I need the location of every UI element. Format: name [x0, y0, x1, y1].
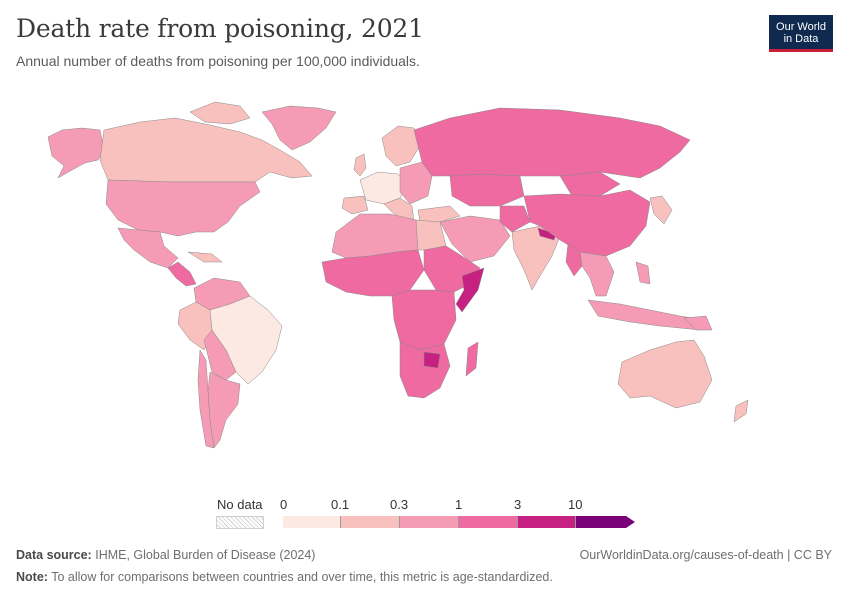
region-somalia[interactable]: [455, 267, 485, 313]
region-papua[interactable]: [683, 315, 713, 331]
note-line: Note: To allow for comparisons between c…: [16, 570, 553, 584]
region-iberia[interactable]: [341, 195, 369, 215]
note-label: Note:: [16, 570, 48, 584]
region-australia[interactable]: [617, 339, 713, 409]
legend-bin-4[interactable]: [518, 516, 576, 528]
owid-logo[interactable]: Our World in Data: [769, 15, 833, 52]
legend-tick-0.3: 0.3: [390, 497, 409, 512]
region-russia[interactable]: [413, 107, 691, 179]
legend-tick-0.1: 0.1: [331, 497, 350, 512]
region-myanmar[interactable]: [565, 243, 583, 277]
region-turkey[interactable]: [417, 205, 461, 223]
region-greenland[interactable]: [261, 105, 337, 151]
legend-tick-10: 10: [568, 497, 583, 512]
source-url[interactable]: OurWorldinData.org/causes-of-death | CC …: [579, 548, 832, 562]
source-line: Data source: IHME, Global Burden of Dise…: [16, 548, 315, 562]
region-uk[interactable]: [353, 153, 367, 177]
logo-line-2: in Data: [783, 33, 819, 45]
region-indonesia[interactable]: [587, 299, 707, 331]
region-new-zealand[interactable]: [733, 399, 749, 423]
legend-bin-0[interactable]: [283, 516, 341, 528]
legend-bin-5[interactable]: [576, 516, 626, 528]
legend-tick-3: 3: [514, 497, 522, 512]
color-legend[interactable]: No data 0 0.1 0.3 1 3 10: [0, 495, 850, 535]
region-madagascar[interactable]: [465, 341, 479, 377]
region-kazakhstan[interactable]: [449, 173, 525, 207]
region-zimbabwe[interactable]: [423, 351, 441, 369]
source-label: Data source:: [16, 548, 92, 562]
region-middle-east[interactable]: [439, 215, 511, 263]
region-scandinavia[interactable]: [381, 125, 421, 167]
legend-bin-3[interactable]: [459, 516, 518, 528]
region-sahel-west-africa[interactable]: [321, 249, 425, 297]
region-korea-japan[interactable]: [649, 195, 673, 225]
region-central-america[interactable]: [167, 261, 197, 287]
legend-no-data-label: No data: [217, 497, 263, 512]
world-map[interactable]: [0, 88, 850, 488]
legend-color-bar[interactable]: [283, 516, 635, 528]
region-afghanistan[interactable]: [499, 205, 531, 233]
legend-tick-1: 1: [455, 497, 463, 512]
region-mexico[interactable]: [117, 227, 179, 269]
region-bolivia-paraguay[interactable]: [203, 329, 237, 381]
chart-title: Death rate from poisoning, 2021: [16, 14, 424, 43]
source-text: IHME, Global Burden of Disease (2024): [95, 548, 316, 562]
note-text: To allow for comparisons between countri…: [51, 570, 553, 584]
chart-subtitle: Annual number of deaths from poisoning p…: [16, 53, 420, 69]
region-alaska[interactable]: [47, 127, 105, 179]
region-canada-arctic[interactable]: [189, 101, 251, 125]
region-caribbean[interactable]: [187, 251, 223, 263]
region-usa[interactable]: [105, 179, 261, 237]
region-southern-africa[interactable]: [399, 341, 451, 399]
region-argentina[interactable]: [207, 371, 241, 449]
legend-no-data-swatch[interactable]: [216, 516, 264, 529]
region-central-africa[interactable]: [391, 289, 457, 351]
legend-tick-0: 0: [280, 497, 288, 512]
region-southeast-asia[interactable]: [579, 251, 615, 297]
legend-bin-1[interactable]: [341, 516, 400, 528]
region-mongolia[interactable]: [559, 171, 621, 197]
legend-arrow-end: [626, 516, 635, 528]
legend-bin-2[interactable]: [400, 516, 459, 528]
region-china[interactable]: [523, 189, 651, 257]
logo-line-1: Our World: [776, 21, 826, 33]
region-philippines[interactable]: [635, 261, 651, 285]
